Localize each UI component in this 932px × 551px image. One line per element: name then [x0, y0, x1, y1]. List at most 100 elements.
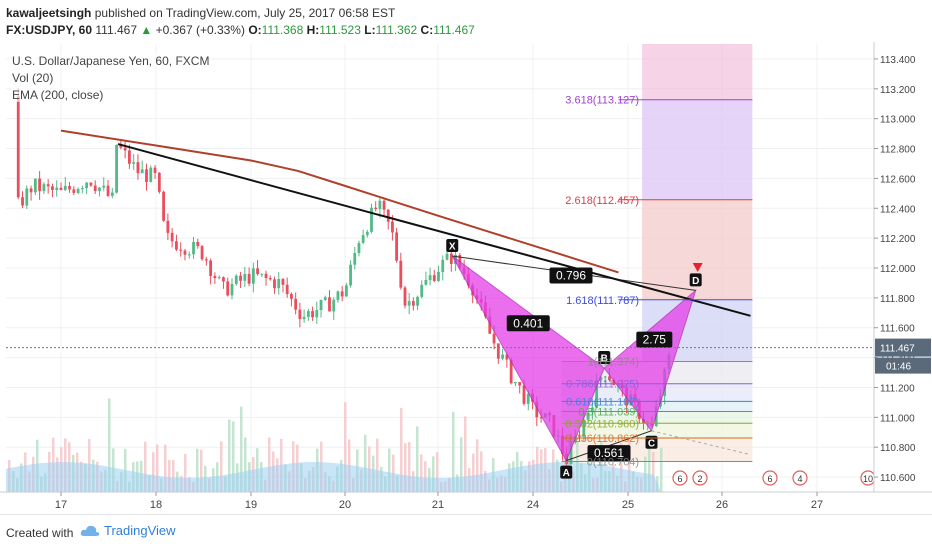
time-tick-label: 18: [150, 499, 162, 511]
candle-body: [128, 150, 131, 164]
candle-body: [268, 278, 272, 280]
volume-bar: [244, 437, 247, 492]
pattern-point-d: [689, 273, 702, 287]
candle-body: [175, 241, 178, 250]
candle-body: [166, 220, 170, 233]
candle-body: [370, 207, 373, 232]
high-label: H:: [306, 23, 320, 37]
candle-body: [428, 275, 432, 280]
price-tick-label: 112.000: [880, 264, 916, 275]
pattern-point-label: A: [563, 468, 570, 479]
fib-ret-label: 0.786(111.225): [566, 379, 639, 391]
candle-body: [204, 259, 208, 261]
candle-body: [306, 311, 310, 317]
candle-body: [55, 187, 59, 190]
volume-legend[interactable]: Vol (20): [12, 71, 54, 85]
candle-body: [51, 186, 54, 190]
candle-body: [416, 296, 419, 306]
volume-bar: [240, 406, 243, 492]
candle-body: [256, 268, 259, 275]
ohlc-line: FX:USDJPY, 60 111.467 ▲ +0.367 (+0.33%) …: [6, 23, 475, 37]
price-chart[interactable]: X A B C D 0.401 0.796 0.561 2.75 3.618(113.127) 2.…: [0, 42, 932, 514]
candle-body: [273, 279, 276, 289]
volume-bar: [420, 454, 423, 492]
countdown-label: 01:46: [886, 362, 911, 373]
ratio-label-bg: [506, 315, 550, 332]
candle-body: [110, 192, 114, 196]
candle-body: [140, 169, 144, 174]
volume-bar: [424, 461, 427, 492]
fib-ret-label: 1(111.374): [588, 356, 640, 368]
candle-body: [217, 277, 221, 279]
candle-body: [590, 407, 594, 413]
volume-bar: [436, 452, 439, 492]
candle-body: [315, 310, 319, 318]
close-label: C:: [420, 23, 434, 37]
chart-area[interactable]: X A B C D 0.401 0.796 0.561 2.75 3.618(113.127) 2.…: [0, 42, 932, 514]
ratio-label: 2.75: [643, 333, 667, 347]
tradingview-logo[interactable]: TradingView: [80, 523, 176, 538]
low-value: 111.362: [375, 23, 418, 37]
candle-body: [123, 147, 127, 151]
candle-body: [336, 291, 340, 300]
candle-body: [33, 178, 37, 193]
ema-legend[interactable]: EMA (200, close): [12, 88, 104, 102]
candle-body: [16, 96, 20, 198]
author-name[interactable]: kawaljeetsingh: [6, 6, 92, 20]
harmonic-bcd: [603, 288, 697, 432]
price-tick-label: 112.800: [880, 145, 916, 156]
pattern-point-label: D: [692, 276, 699, 287]
candle-body: [183, 250, 187, 255]
last-price-tag: [875, 338, 931, 357]
price-tick-label: 111.600: [880, 324, 915, 335]
event-count: 2: [697, 474, 702, 484]
candle-body: [323, 297, 327, 300]
candle-body: [260, 273, 264, 275]
volume-bar: [408, 442, 411, 492]
ratio-label-bg: [587, 445, 631, 462]
candle-body: [145, 169, 148, 182]
time-tick-label: 20: [339, 499, 351, 511]
created-with-label: Created with: [6, 526, 74, 540]
ratio-label: 0.796: [556, 268, 586, 282]
chart-header: kawaljeetsingh published on TradingView.…: [0, 0, 932, 40]
volume-ma-area: [6, 462, 661, 492]
candle-body: [522, 385, 526, 404]
candle-body: [391, 221, 394, 233]
fib-zone: [642, 99, 753, 200]
candle-body: [213, 275, 217, 279]
pattern-point-c: [645, 435, 658, 449]
candle-body: [407, 301, 411, 306]
ratio-label-bg: [549, 267, 593, 284]
candle-body: [98, 187, 101, 192]
candle-body: [102, 185, 106, 188]
volume-bar: [364, 434, 367, 492]
event-count: 10: [863, 474, 873, 484]
time-tick-label: 21: [432, 499, 444, 511]
candle-body: [378, 200, 382, 210]
candle-body: [526, 393, 530, 404]
candle-body: [200, 246, 204, 260]
volume-bar: [620, 442, 623, 492]
candle-body: [234, 275, 238, 285]
candle-body: [492, 333, 496, 344]
candle-body: [399, 260, 403, 288]
candle-body: [136, 162, 140, 174]
candle-body: [85, 182, 89, 189]
footer: Created with TradingView: [0, 514, 932, 551]
candle-body: [344, 285, 348, 297]
open-label: O:: [248, 23, 262, 37]
fib-ret-label: 0.5(111.039): [578, 407, 639, 419]
fib-ext-label: 1.618(111.787): [566, 295, 639, 307]
candle-body: [302, 316, 306, 320]
last-price: 111.467: [95, 23, 137, 37]
fib-ext-label: 2.618(112.457): [565, 195, 639, 207]
candle-body: [251, 268, 255, 284]
tradingview-brand: TradingView: [104, 523, 176, 538]
candle-body: [21, 197, 24, 206]
change-arrow-icon: ▲: [140, 23, 153, 37]
candle-body: [149, 167, 153, 182]
volume-bar: [400, 408, 403, 492]
candle-body: [38, 178, 42, 192]
candle-body: [243, 273, 247, 281]
